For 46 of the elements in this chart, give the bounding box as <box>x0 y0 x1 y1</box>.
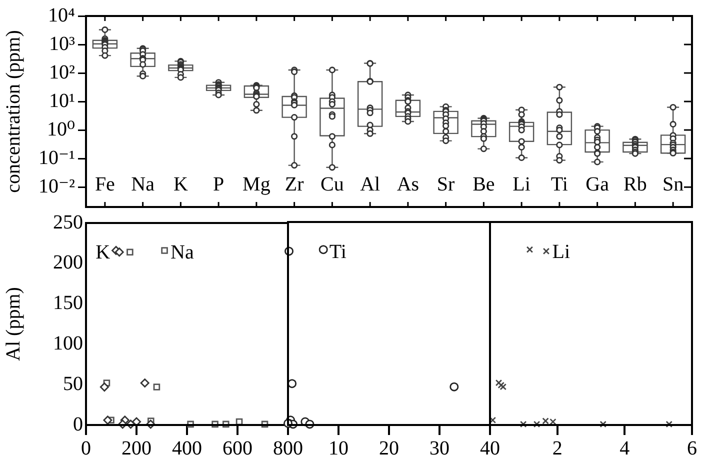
series-label: K <box>96 242 111 264</box>
x-tick-label: 4 <box>620 437 630 460</box>
y-tick-label: 0 <box>73 413 83 436</box>
x-tick-label: Ti <box>550 173 568 196</box>
y-tick-label: 10⁻¹ <box>38 146 75 169</box>
y-tick-label: 150 <box>53 292 83 314</box>
y-axis-title: concentration (ppm) <box>2 30 24 193</box>
x-tick-label: Fe <box>94 173 116 196</box>
x-tick-label: Li <box>512 173 531 196</box>
x-tick-label: K <box>173 173 188 196</box>
x-tick-label: Sn <box>662 173 684 196</box>
y-tick-label: 10⁴ <box>48 4 76 26</box>
y-tick-label: 200 <box>53 252 83 274</box>
y-tick-label: 250 <box>53 211 83 234</box>
x-tick-label: P <box>213 173 224 196</box>
series-label: Li <box>552 240 570 263</box>
y-tick-label: 10² <box>49 61 75 84</box>
y-axis-title: Al (ppm) <box>2 287 24 361</box>
x-tick-label: 400 <box>172 437 202 460</box>
x-tick-label: 20 <box>379 437 399 460</box>
y-tick-label: 100 <box>53 332 83 354</box>
x-tick-label: 40 <box>480 437 500 460</box>
x-tick-label: 6 <box>687 437 697 460</box>
x-tick-label: 2 <box>552 437 562 460</box>
x-tick-label: Cu <box>320 173 344 196</box>
y-tick-label: 50 <box>63 372 83 395</box>
x-tick-label: Zr <box>284 173 304 196</box>
x-tick-label: 30 <box>430 437 450 460</box>
x-tick-label: Mg <box>242 173 270 196</box>
x-tick-label: Na <box>131 173 155 196</box>
y-tick-label: 10³ <box>49 32 75 55</box>
series-label: Ti <box>329 240 347 263</box>
x-tick-label: As <box>396 173 420 196</box>
x-tick-label: 200 <box>122 437 152 460</box>
x-tick-label: 10 <box>328 437 348 460</box>
x-tick-label: Ga <box>586 173 610 196</box>
x-tick-label: Sr <box>436 173 456 196</box>
x-tick-label: Rb <box>624 173 647 196</box>
x-tick-label: 800 <box>273 437 303 460</box>
y-tick-label: 10⁰ <box>46 118 75 140</box>
x-tick-label: Al <box>360 173 381 196</box>
x-tick-label: 600 <box>222 437 252 460</box>
x-tick-label: Be <box>472 173 495 196</box>
y-tick-label: 10⁻² <box>38 175 75 198</box>
series-label: Na <box>170 242 194 264</box>
y-tick-label: 10¹ <box>49 90 75 112</box>
